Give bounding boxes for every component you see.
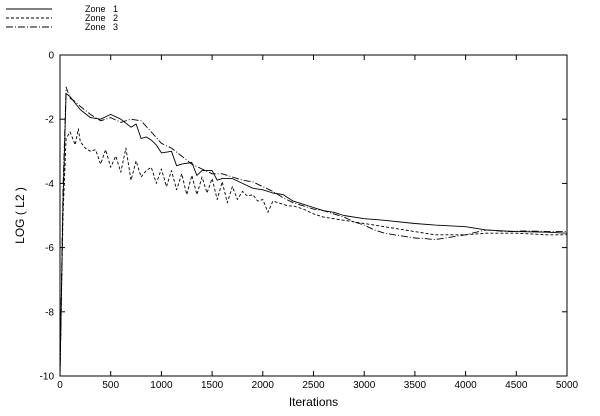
plot-frame xyxy=(59,54,568,377)
series-lines xyxy=(59,86,568,377)
y-axis-label: LOG ( L2 ) xyxy=(13,187,27,244)
y-axis-ticks: 0 -2 -4 -6 -8 -10 xyxy=(40,51,567,383)
legend-label-zone-2: Zone 2 xyxy=(85,13,118,23)
x-tick-label: 0 xyxy=(57,380,63,391)
y-tick-label: -6 xyxy=(45,243,54,254)
x-tick-label: 3500 xyxy=(404,380,427,391)
legend-label-zone-3: Zone 3 xyxy=(85,22,118,32)
y-tick-label: -2 xyxy=(45,115,54,126)
x-tick-label: 1500 xyxy=(201,380,224,391)
x-tick-label: 2000 xyxy=(252,380,275,391)
series-line-zone-2 xyxy=(59,128,567,377)
x-axis-ticks: 0 500 1000 1500 2000 2500 3000 3500 4000 4500 5000 xyxy=(57,55,579,391)
x-tick-label: 4500 xyxy=(505,380,528,391)
x-tick-label: 1000 xyxy=(150,380,173,391)
x-tick-label: 500 xyxy=(102,380,119,391)
y-tick-label: -10 xyxy=(40,372,55,383)
x-tick-label: 2500 xyxy=(302,380,325,391)
x-tick-label: 3000 xyxy=(353,380,376,391)
x-axis-label: Iterations xyxy=(289,395,338,409)
series-line-zone-3 xyxy=(59,86,567,377)
legend-label-zone-1: Zone 1 xyxy=(85,4,118,14)
x-tick-label: 4000 xyxy=(454,380,477,391)
y-tick-label: -8 xyxy=(45,307,54,318)
series-line-zone-1 xyxy=(59,93,568,377)
y-tick-label: -4 xyxy=(45,179,54,190)
x-tick-label: 5000 xyxy=(556,380,579,391)
y-tick-label: 0 xyxy=(48,51,54,62)
